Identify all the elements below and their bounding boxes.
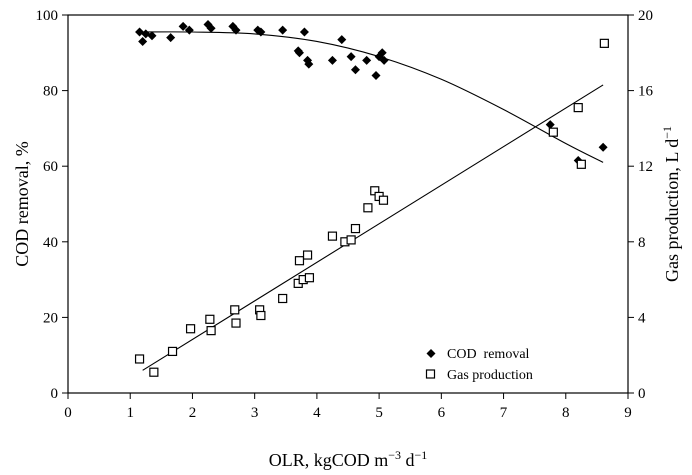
x-tick-label: 4 <box>313 405 321 421</box>
y-axis-left-title: COD removal, % <box>12 141 32 266</box>
cod-removal-point <box>299 27 309 37</box>
legend-cod-label: COD removal <box>447 347 530 362</box>
gas-production-point <box>363 203 373 213</box>
legend-cod-marker <box>426 349 436 358</box>
gas-production-point <box>294 256 305 266</box>
cod-removal-point <box>598 142 608 152</box>
x-tick-label: 0 <box>64 405 72 421</box>
legend-gas-marker <box>425 369 436 379</box>
y-right-tick-label: 20 <box>638 8 653 24</box>
cod-removal-point <box>231 25 241 35</box>
cod-removal-point <box>371 70 381 80</box>
y-left-tick-label: 40 <box>43 235 58 251</box>
gas-production-point <box>185 324 196 334</box>
gas-production-point <box>350 223 361 234</box>
cod-removal-point <box>377 48 387 58</box>
gas-production-point <box>346 235 356 245</box>
y-left-tick-label: 80 <box>43 84 58 100</box>
cod-removal-point <box>256 27 266 37</box>
x-tick-label: 8 <box>562 405 570 421</box>
gas-production-point <box>599 38 609 48</box>
legend-gas-label: Gas production <box>447 368 533 383</box>
series-cod-removal <box>135 19 608 166</box>
y-right-tick-label: 0 <box>638 386 646 402</box>
cod-removal-point <box>346 52 356 62</box>
y-left-tick-label: 60 <box>43 159 58 175</box>
x-tick-label: 6 <box>438 405 446 421</box>
cod-removal-point <box>327 55 337 65</box>
x-tick-label: 1 <box>126 405 134 421</box>
x-tick-label: 3 <box>251 405 259 421</box>
y-axis-right: 0 4 8 12 16 20 <box>628 8 654 402</box>
cod-removal-point <box>278 25 288 35</box>
fit-line <box>142 84 604 371</box>
cod-removal-point <box>147 31 157 41</box>
cod-removal-point <box>206 23 216 33</box>
gas-production-point <box>256 310 266 321</box>
x-tick-label: 5 <box>375 405 383 421</box>
cod-removal-point <box>379 55 389 65</box>
y-right-tick-label: 4 <box>638 310 646 326</box>
x-axis-title: OLR, kgCOD m−3 d−1 <box>269 448 428 470</box>
y-right-tick-label: 8 <box>638 235 646 251</box>
gas-production-point <box>167 346 178 357</box>
x-tick-label: 9 <box>624 405 632 421</box>
y-left-tick-label: 0 <box>51 386 59 402</box>
plot-frame-group <box>67 14 629 394</box>
fit-line <box>139 31 604 163</box>
cod-removal-point <box>184 25 194 35</box>
cod-removal-point <box>138 36 148 46</box>
y-axis-left: 0 20 40 60 80 100 <box>36 8 68 402</box>
y-axis-right-title: Gas production, L d−1 <box>660 126 682 282</box>
gas-production-point <box>327 231 338 241</box>
x-axis: 0 1 2 3 4 5 6 7 8 9 <box>64 393 632 421</box>
cod-removal-point <box>166 33 176 43</box>
cod-removal-point <box>337 35 347 45</box>
gas-production-point <box>206 326 216 336</box>
cod-removal-point <box>350 65 360 75</box>
x-tick-label: 2 <box>189 405 197 421</box>
gas-production-point <box>278 293 288 304</box>
gas-production-point <box>304 273 315 283</box>
y-right-tick-label: 16 <box>638 84 654 100</box>
gas-production-point <box>205 314 215 324</box>
cod-removal-point <box>304 59 314 69</box>
y-left-tick-label: 20 <box>43 310 58 326</box>
gas-production-point <box>231 318 241 328</box>
gas-production-point <box>230 305 240 315</box>
series-gas-production <box>134 38 609 377</box>
gas-production-point <box>548 127 558 137</box>
cod-removal-point <box>362 55 372 65</box>
plot-frame <box>67 14 629 394</box>
gas-production-point <box>134 354 145 364</box>
y-right-tick-label: 12 <box>638 159 653 175</box>
cod-removal-point <box>545 120 555 130</box>
cod-removal-point <box>294 48 304 58</box>
gas-production-point <box>573 103 583 113</box>
x-tick-label: 7 <box>500 405 508 421</box>
y-left-tick-label: 100 <box>36 8 59 24</box>
gas-production-point <box>378 195 389 205</box>
gas-production-point <box>149 367 159 377</box>
legend: COD removal Gas production <box>425 347 533 383</box>
cod-removal-point <box>178 21 188 31</box>
gas-production-point <box>576 159 586 169</box>
gas-production-point <box>302 250 313 260</box>
